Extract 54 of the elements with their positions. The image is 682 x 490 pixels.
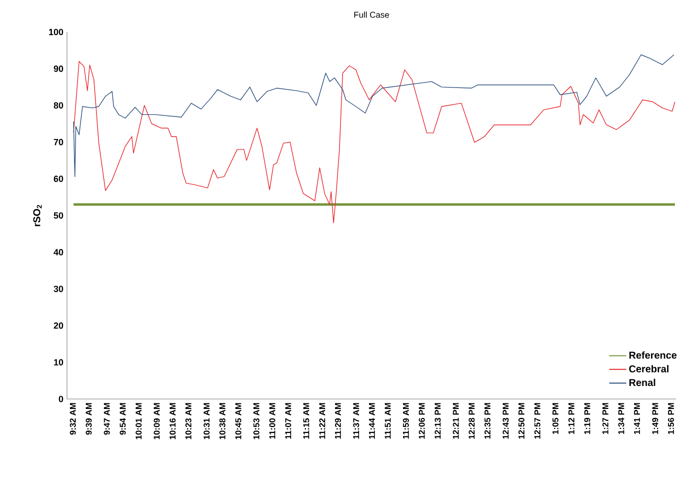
- y-axis-title: rSO$_{2}$: [33, 204, 42, 226]
- x-tick-label: 11:59 AM: [402, 403, 409, 439]
- x-tick-label: 12:35 PM: [484, 403, 490, 439]
- y-tick-label: 70: [54, 138, 64, 146]
- y-tick-label: 50: [54, 212, 64, 219]
- x-tick-label: 1:34 PM: [618, 403, 624, 434]
- legend-label: Cerebral: [629, 365, 668, 372]
- x-tick-label: 12:57 PM: [534, 403, 540, 439]
- y-tick-label: 0: [58, 396, 64, 402]
- x-tick-label: 11:07 AM: [285, 403, 292, 439]
- x-tick-label: 11:37 AM: [353, 403, 360, 439]
- legend-label: Reference: [629, 351, 677, 359]
- x-tick-label: 9:47 AM: [104, 403, 110, 435]
- chart-title: Full Case: [354, 12, 389, 18]
- line-series: [73, 54, 674, 177]
- x-tick-label: 12:50 PM: [518, 403, 524, 439]
- x-tick-label: 1:49 PM: [652, 403, 658, 434]
- x-tick-label: 11:22 AM: [319, 403, 326, 439]
- x-tick-label: 10:53 AM: [253, 403, 260, 440]
- y-tick-label: 80: [54, 102, 64, 109]
- y-tick-label: 60: [54, 176, 64, 182]
- x-tick-label: 12:28 PM: [468, 403, 475, 439]
- x-tick-label: 12:13 PM: [434, 403, 441, 439]
- x-tick-label: 1:41 PM: [634, 403, 640, 434]
- x-tick-label: 10:38 AM: [219, 403, 226, 440]
- y-tick-label: 30: [54, 286, 64, 292]
- x-tick-label: 1:27 PM: [602, 403, 608, 434]
- y-tick-label: 10: [54, 359, 64, 366]
- x-tick-label: 11:51 AM: [384, 403, 391, 439]
- x-tick-label: 11:15 AM: [303, 403, 310, 439]
- x-tick-label: 9:32 AM: [70, 403, 76, 435]
- x-tick-label: 12:06 PM: [418, 403, 425, 439]
- x-tick-label: 1:05 PM: [552, 403, 558, 434]
- y-tick-label: 40: [54, 249, 64, 256]
- legend-label: Renal: [629, 378, 656, 386]
- x-tick-label: 10:16 AM: [170, 403, 176, 440]
- y-tick-label: 100: [49, 28, 64, 36]
- x-tick-label: 1:19 PM: [584, 403, 590, 434]
- x-tick-label: 12:43 PM: [502, 403, 509, 439]
- x-tick-label: 11:00 AM: [269, 403, 276, 439]
- x-tick-label: 11:29 AM: [334, 403, 341, 439]
- x-tick-label: 10:01 AM: [136, 403, 142, 440]
- x-tick-label: 1:12 PM: [568, 403, 574, 434]
- x-tick-label: 9:39 AM: [86, 403, 92, 435]
- x-tick-label: 11:44 AM: [368, 403, 375, 439]
- x-tick-label: 10:23 AM: [185, 403, 192, 440]
- x-tick-label: 10:31 AM: [204, 403, 210, 440]
- x-tick-label: 10:45 AM: [235, 403, 242, 440]
- x-tick-label: 1:56 PM: [668, 403, 674, 434]
- y-tick-label: 20: [54, 322, 64, 329]
- x-tick-label: 9:54 AM: [120, 403, 126, 435]
- x-tick-label: 12:21 PM: [452, 403, 459, 439]
- x-tick-label: 10:09 AM: [154, 403, 160, 440]
- y-tick-label: 90: [54, 66, 64, 72]
